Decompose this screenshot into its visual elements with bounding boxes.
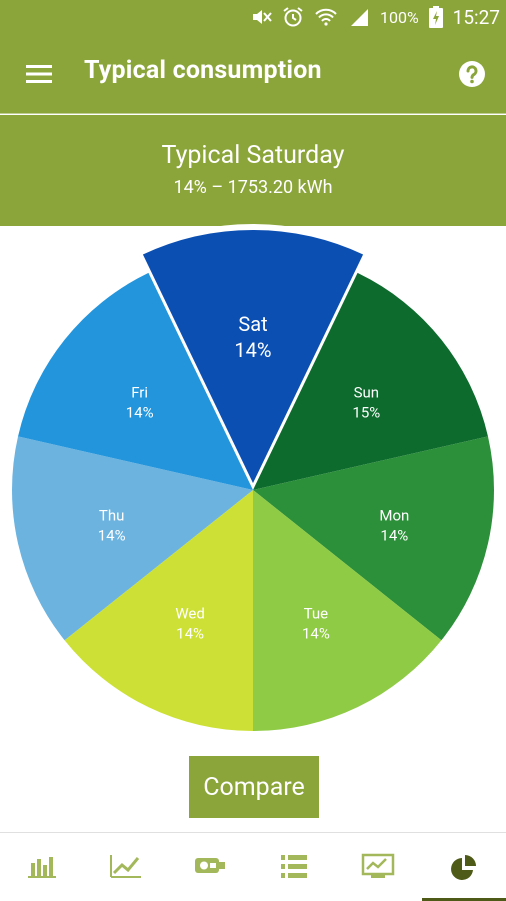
slice-label-wed: Wed <box>175 605 205 623</box>
pie-chart-icon <box>451 855 476 880</box>
pie-slice-fri[interactable] <box>18 272 253 490</box>
bottom-navigation <box>0 832 506 901</box>
slice-percent-fri: 14% <box>126 404 154 422</box>
slice-percent-wed: 14% <box>176 625 204 643</box>
line-chart-icon <box>110 855 141 878</box>
nav-list[interactable] <box>252 833 336 901</box>
slice-percent-mon: 14% <box>380 526 408 544</box>
nav-monitor-chart[interactable] <box>336 833 420 901</box>
pie-slice-thu[interactable] <box>12 436 254 641</box>
pie-slice-tue[interactable] <box>253 490 442 731</box>
alarm-icon <box>282 6 304 28</box>
slice-percent-thu: 14% <box>98 526 126 544</box>
list-icon <box>281 855 307 878</box>
slice-label-fri: Fri <box>131 384 148 402</box>
selection-summary: Typical Saturday 14% – 1753.20 kWh <box>0 115 506 226</box>
summary-title: Typical Saturday <box>161 141 345 170</box>
slice-label-sat: Sat <box>238 312 267 336</box>
nav-line-chart[interactable] <box>84 833 168 901</box>
nav-bar-chart[interactable] <box>0 833 84 901</box>
clock: 15:27 <box>452 5 500 29</box>
slice-label-tue: Tue <box>304 605 329 623</box>
mute-icon <box>250 7 272 27</box>
pie-slice-sat[interactable] <box>134 224 372 497</box>
page-title: Typical consumption <box>84 56 322 85</box>
nav-meter[interactable] <box>168 833 252 901</box>
monitor-chart-icon <box>361 853 395 878</box>
status-bar: 100% 15:27 <box>0 0 506 34</box>
pie-slice-mon[interactable] <box>253 436 494 641</box>
compare-button[interactable]: Compare <box>189 756 319 818</box>
pie-slice-wed[interactable] <box>64 490 253 731</box>
slice-percent-sat: 14% <box>234 338 271 362</box>
signal-icon <box>348 7 370 27</box>
slice-label-mon: Mon <box>379 506 409 524</box>
slice-label-thu: Thu <box>99 506 124 524</box>
app-bar: Typical consumption <box>0 34 506 114</box>
pie-slice-sun[interactable] <box>253 272 488 490</box>
consumption-pie-chart[interactable]: Sat14%Sun15%Mon14%Tue14%Wed14%Thu14%Fri1… <box>0 0 506 760</box>
hamburger-menu-icon[interactable] <box>24 62 54 86</box>
summary-subtitle: 14% – 1753.20 kWh <box>173 177 333 198</box>
meter-icon <box>195 858 225 873</box>
slice-percent-sun: 15% <box>352 404 380 422</box>
nav-pie-chart[interactable] <box>422 833 506 901</box>
slice-percent-tue: 14% <box>302 625 330 643</box>
battery-text: 100% <box>379 7 419 27</box>
status-icons: 100% 15:27 <box>250 0 500 34</box>
wifi-icon <box>314 7 338 27</box>
bar-chart-icon <box>28 857 56 878</box>
slice-label-sun: Sun <box>354 384 379 402</box>
battery-charging-icon <box>428 6 443 28</box>
help-icon[interactable] <box>458 60 486 88</box>
